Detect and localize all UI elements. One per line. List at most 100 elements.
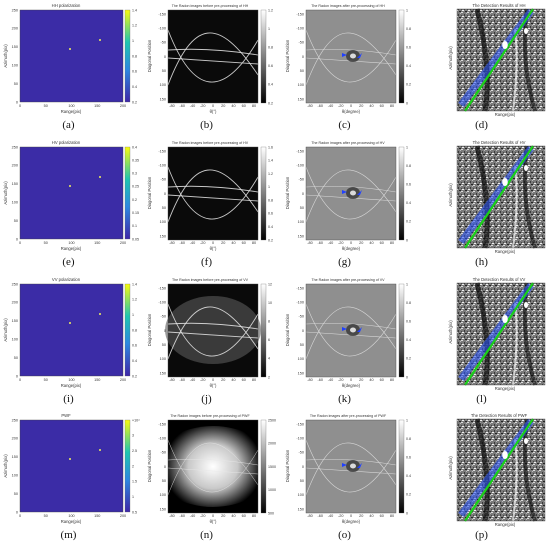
radon-after-y-tick-label: 50 [300,206,304,210]
polarization-image-x-tick-label: 0 [19,241,21,245]
radon-before-x-label: θ(°) [210,383,217,388]
radon-before-x-tick-label: -20 [200,104,206,108]
polarization-image-y-label: Azimuth(pix) [3,181,8,205]
radon-after-x-tick-label: 60 [380,104,384,108]
radon-after-x-tick-label: -60 [318,378,324,382]
polarization-image-y-tick-label: 150 [12,319,18,323]
radon-before-colorbar [260,146,267,241]
panel-caption: (m) [60,529,77,541]
polarization-image-y-tick-label: 0 [16,510,18,514]
radon-after-y-tick-label: 50 [300,343,304,347]
polarization-image-y-tick-label: 0 [16,100,18,104]
figure-panel-radon-after: The Radon images after pre-processing of… [276,274,413,411]
radon-before-colorbar-label: 8 [268,320,270,324]
radon-after-colorbar [398,9,405,104]
panel-caption: (c) [338,119,351,131]
radon-before-x-tick-label: -80 [169,241,175,245]
polarization-image-y-tick-label: 50 [14,219,18,223]
radon-after-colorbar-label: 0.4 [406,64,411,68]
radon-after-y-tick-label: 150 [298,507,304,511]
radon-after-colorbar-label: 1 [406,282,408,286]
radon-before-x-tick-label: -20 [200,241,206,245]
radon-after-x-tick-label: -40 [328,514,334,518]
polarization-image-y-tick-label: 200 [12,164,18,168]
radon-after-y-tick-label: -150 [296,422,304,426]
radon-before-y-tick-label: -100 [158,163,166,167]
radon-before-x-tick-label: 60 [242,241,246,245]
radon-before-colorbar-label: 1.2 [268,172,273,176]
radon-before-colorbar [260,419,267,514]
radon-after-colorbar-label: 0.2 [406,83,411,87]
radon-after-y-tick-label: 0 [302,465,304,469]
polarization-image-colorbar-label: 0.4 [132,359,137,363]
radon-after-x-tick-label: 0 [350,514,352,518]
radon-before-y-tick-label: 150 [160,97,166,101]
radon-before-y-tick-label: -100 [158,26,166,30]
figure-panel-radon-after: The Radon images after pre-processing of… [276,137,413,274]
radon-after-colorbar-label: 0.6 [406,456,411,460]
radon-before-x-tick-label: -40 [190,378,196,382]
radon-after-y-label: Diagonal Position [285,39,290,72]
radon-after-x-tick-label: 20 [359,514,363,518]
polarization-image-colorbar-label: 0.25 [132,185,139,189]
radon-before-x-label: θ(°) [210,519,217,524]
detection-figure: The Detection Results of HH Range(pix) Azi… [448,3,546,117]
raw-figure: PWF 0 50 100 150 200 250 200 150 100 50 0 Range(pix)… [3,413,140,524]
radon-after-y-tick-label: -50 [299,41,305,45]
polarization-image-colorbar-label: 0.4 [132,145,137,149]
polarization-image-colorbar-label: 1.2 [132,298,137,302]
polarization-image-colorbar-label: 1 [132,313,134,317]
radon-before-y-tick-label: -50 [161,451,167,455]
radon-before-figure: The Radon images before pre-processing o… [147,141,273,251]
radon-after-y-tick-label: 50 [300,479,304,483]
radon-after-x-tick-label: 0 [350,241,352,245]
radon-before-x-tick-label: -20 [200,378,206,382]
radon-before-y-label: Diagonal Position [147,313,152,346]
polarization-image-x-tick-label: 200 [120,241,126,245]
figure-panel-radon-before: The Radon images before pre-processing o… [138,0,275,137]
figure-panel-radon-before: The Radon images before pre-processing o… [138,410,276,547]
polarization-image-y-tick-label: 250 [12,282,18,286]
radon-after-colorbar-label: 0.8 [406,27,411,31]
radon-after-x-tick-label: 80 [390,378,394,382]
radon-before-colorbar-label: 10 [268,301,272,305]
radon-before-y-tick-label: 0 [164,55,166,59]
figure-panel-raw: HH polarization 0 50 100 150 200 250 200 150 100 5… [0,0,137,137]
detection-result-plot-area [457,418,545,522]
figure-panel-raw: PWF 0 50 100 150 200 250 200 150 100 50 0 Range(pix)… [0,410,140,547]
radon-before-y-tick-label: -50 [161,315,167,319]
detection-figure: The Detection Results of PWF Range(pix) Az… [448,413,546,527]
polarization-image-colorbar-label: 0.8 [132,328,137,332]
radon-before-x-label: θ(°) [210,109,217,114]
polarization-image-x-tick-label: 0 [19,514,21,518]
radon-before-colorbar-label: 0.8 [268,46,273,50]
radon-after-y-tick-label: -50 [299,178,305,182]
polarization-image-colorbar [124,146,131,240]
radon-before-colorbar-label: 0.6 [268,212,273,216]
radon-before-y-tick-label: 100 [160,357,166,361]
radon-after-y-tick-label: 150 [298,97,304,101]
radon-after-x-tick-label: -20 [338,241,344,245]
radon-before-y-tick-label: 150 [160,234,166,238]
radon-after-y-tick-label: -100 [296,436,304,440]
polarization-image-title: PWF [61,413,71,418]
radon-before-x-tick-label: 20 [221,514,225,518]
radon-after-colorbar-label: 1 [406,145,408,149]
radon-after-y-label: Diagonal Position [285,449,290,482]
radon-after-x-tick-label: -80 [307,378,313,382]
polarization-image-colorbar-label: 3 [132,434,134,438]
radon-after-y-label: Diagonal Position [285,176,290,209]
panel-caption: (p) [475,529,488,541]
detection-result-plot-area [457,145,545,249]
radon-after-x-tick-label: -20 [338,104,344,108]
radon-after-y-tick-label: -150 [296,149,304,153]
radon-after-colorbar-label: 0.2 [406,220,411,224]
radon-after-x-tick-label: -20 [338,514,344,518]
radon-after-y-tick-label: 100 [298,220,304,224]
polarization-image-plot-area [19,9,124,103]
radon-before-colorbar-label: 0.2 [268,238,273,242]
radon-after-y-tick-label: -100 [296,163,304,167]
polarization-image-y-tick-label: 100 [12,201,18,205]
radon-after-x-tick-label: -40 [328,104,334,108]
